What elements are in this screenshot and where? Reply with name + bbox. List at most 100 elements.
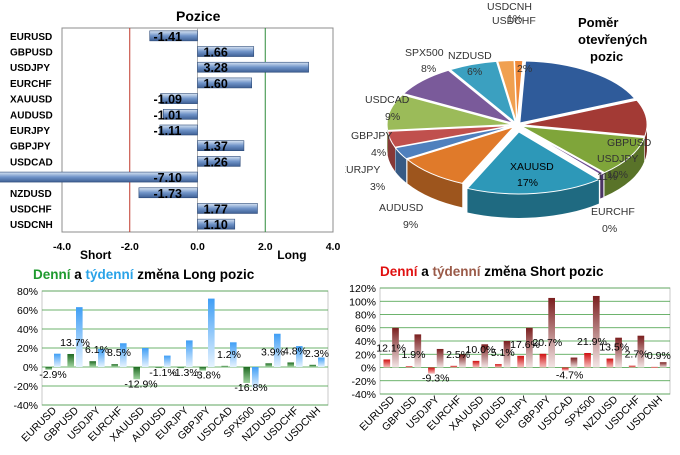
pie-slice-value: 4%: [371, 147, 386, 159]
weekly-bar: [526, 327, 533, 368]
daily-data-label: 4.8%: [283, 345, 307, 357]
position-bar: [197, 156, 241, 167]
pie-slice: [521, 99, 648, 137]
title-part-and: a: [417, 264, 433, 279]
pie-slice: [520, 126, 605, 176]
weekly-bar: [615, 337, 622, 368]
pie-slice-value: 9%: [403, 219, 418, 231]
category-label: GBPJPY: [10, 142, 51, 153]
position-bar: [197, 77, 253, 89]
daily-data-label: 2.5%: [446, 349, 470, 361]
daily-bar: [584, 352, 591, 368]
y-tick-label: 60%: [355, 323, 376, 335]
title-part-rest: změna Long pozic: [133, 267, 255, 282]
weekly-bar: [548, 297, 555, 368]
daily-data-label: -9.3%: [422, 373, 449, 385]
pie-slice: [519, 60, 636, 124]
pie-slice: [497, 60, 518, 123]
pie-slice-label: XAUUSD: [510, 161, 554, 173]
pie-slice: [387, 125, 513, 148]
weekly-bar: [54, 353, 61, 367]
weekly-bar: [252, 367, 259, 388]
position-bar: [197, 61, 309, 73]
category-label: USDCAD: [10, 157, 53, 168]
daily-bar: [428, 367, 435, 374]
daily-data-label: 17.6%: [510, 339, 540, 351]
daily-bar: [221, 365, 228, 367]
pie-slice-side: [467, 179, 599, 218]
pie-slice-value: 9%: [385, 111, 400, 123]
y-tick-label: 0%: [23, 362, 38, 374]
weekly-bar: [414, 334, 422, 368]
title-part-and: a: [70, 267, 86, 282]
pie-slice-label: EURJPY: [345, 164, 380, 176]
y-tick-label: 80%: [17, 286, 38, 298]
y-tick-label: 0%: [361, 363, 376, 375]
weekly-bar: [481, 344, 489, 368]
daily-data-label: 1.2%: [217, 349, 241, 361]
title-part-daily: Denní: [33, 267, 71, 282]
daily-data-label: 12.1%: [376, 342, 406, 354]
pie-slice-label: NZDUSD: [448, 50, 492, 62]
daily-bar: [628, 365, 636, 368]
daily-bar: [265, 363, 272, 367]
y-tick-label: -20%: [351, 376, 376, 388]
daily-data-label: 13.5%: [599, 342, 629, 354]
category-label: AUDUSD: [10, 110, 53, 121]
pie-slice: [521, 125, 645, 174]
pie-slice-value: 3%: [370, 181, 385, 193]
daily-data-label: 5.1%: [491, 347, 515, 359]
daily-bar: [651, 366, 658, 368]
category-label: GBPUSD: [10, 48, 53, 59]
pie-slice-value: 11%: [597, 171, 617, 183]
weekly-bar: [318, 357, 325, 367]
weekly-bar: [186, 340, 193, 367]
long-change-chart-title: Denní a týdenní změna Long pozic: [33, 267, 254, 282]
y-tick-label: 20%: [355, 349, 376, 361]
daily-bar: [517, 355, 524, 368]
pie-slice-label: AUDUSD: [379, 202, 424, 214]
position-bar: [162, 109, 198, 120]
pie-slice-label: SPX500: [405, 47, 444, 59]
daily-data-label: 2.7%: [625, 349, 649, 361]
pie-slice: [402, 69, 514, 124]
daily-bar: [287, 362, 294, 367]
pie-title-line: otevřených: [578, 32, 647, 47]
position-bar: [0, 171, 198, 183]
pie-title-line: pozic: [590, 49, 623, 64]
bar-data-label: 1.60: [204, 77, 228, 91]
pie-title-line: Poměr: [578, 15, 618, 30]
pie-slice-value: 2%: [517, 63, 532, 75]
pie-slice-label: EURCHF: [591, 206, 635, 218]
bar-data-label: 1.77: [204, 202, 228, 216]
daily-bar: [45, 367, 52, 370]
weekly-bar: [76, 307, 83, 367]
weekly-bar: [164, 355, 171, 367]
bar-data-label: -7.10: [154, 171, 183, 185]
daily-bar: [309, 364, 316, 367]
daily-bar: [383, 359, 391, 368]
long-label: Long: [277, 248, 306, 262]
bar-data-label: -1.73: [154, 187, 183, 201]
category-label: USDJPY: [10, 63, 50, 74]
daily-data-label: 2.3%: [305, 348, 329, 360]
weekly-bar: [459, 354, 466, 368]
weekly-bar: [274, 333, 281, 367]
long-change-chart: 80%60%40%20%0%-20%-40%EURUSDGBPUSDUSDJPY…: [13, 286, 329, 445]
weekly-bar: [659, 362, 667, 368]
daily-bar: [606, 358, 614, 368]
weekly-bar: [142, 348, 149, 367]
daily-data-label: -1.1%: [149, 367, 176, 379]
category-label: NZDUSD: [10, 189, 52, 200]
short-change-chart: 120%100%80%60%40%20%0%-20%-40%EURUSDGBPU…: [349, 283, 671, 434]
daily-data-label: -12.9%: [124, 378, 157, 390]
daily-data-label: 3.9%: [261, 346, 285, 358]
daily-bar: [67, 353, 74, 367]
x-tick-label: -4.0: [53, 241, 71, 253]
title-part-rest: změna Short pozic: [480, 264, 604, 279]
pie-slice: [449, 60, 517, 125]
y-tick-label: 40%: [17, 324, 38, 336]
daily-bar: [495, 364, 502, 368]
position-bar: [159, 124, 198, 136]
